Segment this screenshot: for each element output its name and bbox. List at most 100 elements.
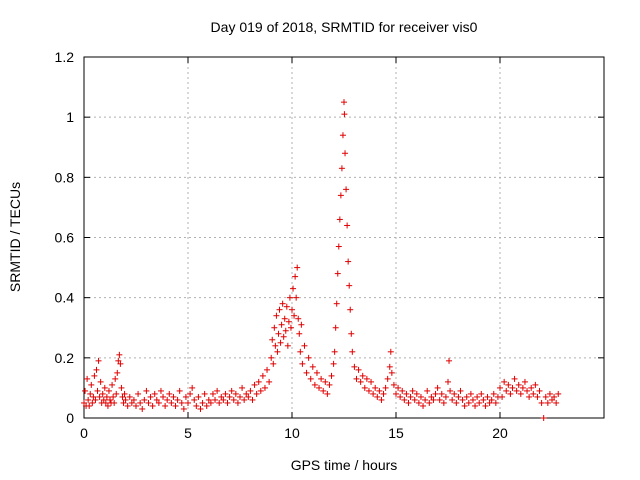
data-point [534,393,541,400]
data-point [501,378,508,385]
data-point [96,393,103,400]
data-point [157,387,164,394]
data-point [212,396,219,403]
data-point [301,342,308,349]
data-point [507,390,514,397]
data-point [345,258,352,265]
data-point [316,384,323,391]
data-point [286,294,293,301]
y-tick-label: 0.8 [55,169,75,185]
data-point [542,393,549,400]
y-tick-label: 0.2 [55,350,75,366]
data-point [430,396,437,403]
data-point [478,390,485,397]
data-point [344,222,351,229]
data-point [305,354,312,361]
data-point [277,339,284,346]
data-point [103,393,110,400]
data-point [172,402,179,409]
data-point [422,396,429,403]
data-point [509,384,516,391]
data-point [88,381,95,388]
data-point [505,381,512,388]
data-point [284,342,291,349]
x-tick-label: 5 [184,425,192,441]
data-point [347,306,354,313]
data-point [276,306,283,313]
y-axis-label: SRMTID / TECUs [7,182,23,292]
data-point [271,324,278,331]
data-point [482,402,489,409]
data-point [272,342,279,349]
data-point [201,390,208,397]
data-point [342,150,349,157]
data-point [465,399,472,406]
data-point [296,330,303,337]
data-point [341,99,347,106]
data-point [291,312,298,319]
data-point [101,384,108,391]
x-axis-label: GPS time / hours [291,457,398,473]
data-point [274,348,281,355]
data-point [488,396,495,403]
data-point [476,399,483,406]
data-point [112,375,119,382]
data-point [116,351,123,358]
data-point [363,375,370,382]
data-point [357,378,364,385]
y-tick-label: 1 [66,109,74,125]
data-point [259,372,266,379]
data-point [459,396,466,403]
data-point [486,399,493,406]
data-point [174,396,181,403]
data-point [299,360,306,367]
data-point [492,399,499,406]
data-point [182,393,189,400]
data-point [551,393,558,400]
data-point [84,375,91,382]
data-point [189,384,196,391]
data-point [100,396,107,403]
data-point [438,390,445,397]
data-point [282,327,289,334]
data-point [270,360,277,367]
data-point [141,396,148,403]
data-point [149,402,156,409]
data-point [110,393,117,400]
data-point [237,393,243,400]
data-point [95,357,102,364]
data-point [292,273,299,280]
data-point [449,396,456,403]
data-point [521,378,528,385]
data-point [343,186,350,193]
data-point [166,390,173,397]
x-tick-label: 10 [284,425,300,441]
data-point [205,396,212,403]
data-point [428,393,435,400]
data-point [328,372,335,379]
data-point [401,396,408,403]
data-point [536,387,543,394]
data-point [251,381,258,388]
data-point [293,294,300,301]
data-point [290,285,297,292]
data-point [519,384,526,391]
data-point [474,393,481,400]
y-tick-label: 0 [66,410,74,426]
data-point [333,300,340,307]
data-point [341,111,348,118]
data-point [297,348,304,355]
chart-title: Day 019 of 2018, SRMTID for receiver vis… [211,19,478,35]
data-point [280,333,287,340]
data-point [266,378,273,385]
data-point [393,390,399,397]
data-point [388,369,395,376]
data-point [135,390,142,397]
data-point [239,384,246,391]
data-point [426,399,433,406]
data-point [399,387,406,394]
data-point [275,330,282,337]
data-point [446,357,453,364]
data-point [216,399,223,406]
data-point [499,393,506,400]
